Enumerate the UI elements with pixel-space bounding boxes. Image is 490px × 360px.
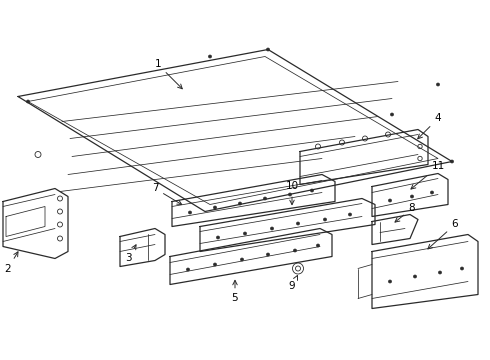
Circle shape bbox=[214, 263, 217, 266]
Text: 11: 11 bbox=[411, 162, 444, 189]
Circle shape bbox=[348, 213, 351, 216]
Circle shape bbox=[187, 268, 190, 271]
Circle shape bbox=[461, 267, 464, 270]
Circle shape bbox=[317, 244, 319, 247]
Circle shape bbox=[389, 280, 392, 283]
Circle shape bbox=[241, 258, 244, 261]
Text: 7: 7 bbox=[152, 184, 182, 204]
Circle shape bbox=[414, 275, 416, 278]
Circle shape bbox=[264, 197, 267, 200]
Circle shape bbox=[437, 83, 440, 86]
Circle shape bbox=[214, 206, 217, 209]
Circle shape bbox=[209, 55, 212, 58]
Text: 5: 5 bbox=[232, 280, 238, 303]
Text: 1: 1 bbox=[155, 59, 182, 89]
Text: 2: 2 bbox=[5, 252, 18, 274]
Circle shape bbox=[389, 199, 392, 202]
Circle shape bbox=[244, 232, 246, 235]
Circle shape bbox=[189, 211, 192, 214]
Circle shape bbox=[439, 271, 441, 274]
Circle shape bbox=[431, 191, 434, 194]
Circle shape bbox=[311, 189, 314, 192]
Circle shape bbox=[294, 249, 296, 252]
Circle shape bbox=[323, 218, 326, 221]
Text: 10: 10 bbox=[286, 181, 298, 204]
Text: 6: 6 bbox=[428, 220, 458, 249]
Circle shape bbox=[289, 193, 292, 196]
Text: 9: 9 bbox=[289, 275, 297, 292]
Circle shape bbox=[239, 202, 242, 205]
Circle shape bbox=[411, 195, 414, 198]
Circle shape bbox=[267, 48, 270, 51]
Circle shape bbox=[217, 236, 220, 239]
Circle shape bbox=[270, 227, 273, 230]
Text: 8: 8 bbox=[395, 203, 416, 222]
Text: 3: 3 bbox=[124, 245, 136, 264]
Circle shape bbox=[26, 100, 29, 103]
Circle shape bbox=[391, 113, 393, 116]
Text: 4: 4 bbox=[418, 113, 441, 139]
Circle shape bbox=[267, 253, 270, 256]
Circle shape bbox=[296, 222, 299, 225]
Circle shape bbox=[450, 160, 454, 163]
